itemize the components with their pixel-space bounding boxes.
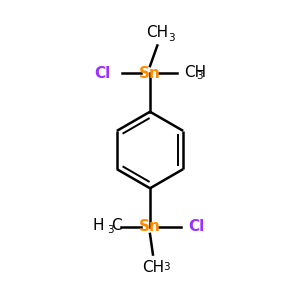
Text: H: H [93,218,104,233]
Text: 3: 3 [107,225,113,235]
Text: Sn: Sn [139,66,161,81]
Text: 3: 3 [164,262,170,272]
Text: Sn: Sn [139,219,161,234]
Text: 3: 3 [169,33,175,43]
Text: CH: CH [142,260,164,274]
Text: C: C [111,218,122,233]
Text: 3: 3 [196,71,203,81]
Text: Cl: Cl [94,66,110,81]
Text: Cl: Cl [188,219,205,234]
Text: CH: CH [184,65,206,80]
Text: CH: CH [146,26,168,40]
